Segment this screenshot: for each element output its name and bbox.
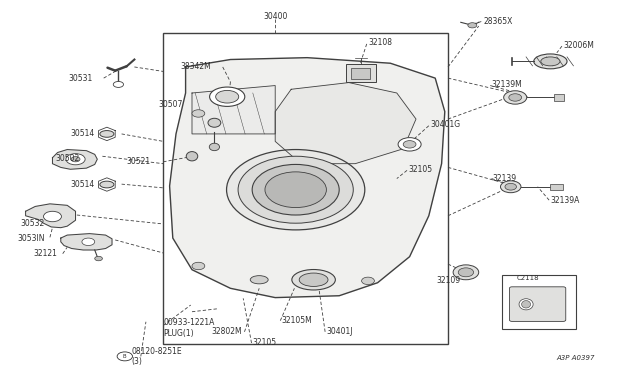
- Text: 32139M: 32139M: [492, 80, 522, 89]
- Circle shape: [227, 150, 365, 230]
- Text: C2118: C2118: [516, 275, 540, 281]
- Text: 30532: 30532: [20, 219, 45, 228]
- Polygon shape: [52, 150, 97, 169]
- FancyBboxPatch shape: [509, 287, 566, 321]
- Text: A3P A0397: A3P A0397: [557, 355, 595, 361]
- Ellipse shape: [216, 90, 239, 103]
- Circle shape: [82, 238, 95, 246]
- Polygon shape: [192, 86, 275, 134]
- Bar: [163, 33, 448, 344]
- Circle shape: [403, 141, 416, 148]
- Ellipse shape: [208, 118, 221, 127]
- Polygon shape: [170, 58, 445, 298]
- Bar: [346, 64, 376, 82]
- Circle shape: [265, 172, 326, 208]
- Text: 32105: 32105: [253, 339, 277, 347]
- Text: 30514: 30514: [70, 129, 95, 138]
- Polygon shape: [26, 204, 76, 228]
- Ellipse shape: [300, 273, 328, 286]
- Text: 30531: 30531: [68, 74, 93, 83]
- Ellipse shape: [186, 152, 198, 161]
- Text: 32109: 32109: [436, 276, 461, 285]
- Text: 32139: 32139: [493, 174, 517, 183]
- Text: 28365X: 28365X: [483, 17, 513, 26]
- Bar: [554, 94, 564, 101]
- Circle shape: [192, 262, 205, 270]
- Ellipse shape: [534, 54, 567, 69]
- Text: 32006M: 32006M: [563, 41, 594, 50]
- Circle shape: [505, 183, 516, 190]
- Circle shape: [509, 94, 522, 101]
- Text: 32108: 32108: [368, 38, 392, 47]
- Circle shape: [192, 110, 205, 117]
- Circle shape: [44, 211, 61, 222]
- Text: 3053IN: 3053IN: [17, 234, 45, 243]
- Text: 38342M: 38342M: [180, 62, 211, 71]
- Text: 30514: 30514: [70, 180, 95, 189]
- Text: 00933-1221A
PLUG(1): 00933-1221A PLUG(1): [163, 318, 214, 338]
- Ellipse shape: [100, 181, 114, 188]
- Text: B: B: [123, 354, 127, 359]
- Text: 30521: 30521: [126, 157, 150, 166]
- Ellipse shape: [250, 276, 268, 284]
- Text: 32105M: 32105M: [282, 316, 312, 325]
- Text: 30400: 30400: [263, 12, 287, 21]
- Circle shape: [71, 157, 80, 162]
- Text: 32121: 32121: [34, 249, 58, 258]
- Circle shape: [504, 91, 527, 104]
- Ellipse shape: [522, 301, 531, 308]
- Circle shape: [238, 156, 353, 223]
- Bar: [351, 68, 370, 79]
- Ellipse shape: [100, 131, 114, 137]
- Text: 30401J: 30401J: [326, 327, 353, 336]
- Ellipse shape: [519, 299, 533, 310]
- Circle shape: [252, 164, 339, 215]
- Text: 30502: 30502: [56, 154, 80, 163]
- Ellipse shape: [541, 57, 560, 66]
- Polygon shape: [275, 83, 416, 164]
- Bar: [550, 184, 563, 190]
- Circle shape: [468, 23, 477, 28]
- Circle shape: [453, 265, 479, 280]
- Circle shape: [398, 138, 421, 151]
- Text: 32139A: 32139A: [550, 196, 580, 205]
- Bar: [502, 275, 576, 329]
- Text: 30507: 30507: [158, 100, 182, 109]
- Ellipse shape: [209, 143, 220, 151]
- Circle shape: [66, 154, 85, 165]
- Circle shape: [113, 81, 124, 87]
- Ellipse shape: [210, 87, 244, 106]
- Text: 08120-8251E
(3): 08120-8251E (3): [131, 347, 182, 366]
- Text: 32105: 32105: [408, 165, 433, 174]
- Text: 30401G: 30401G: [430, 120, 460, 129]
- Polygon shape: [61, 234, 112, 250]
- Circle shape: [458, 268, 474, 277]
- Circle shape: [500, 181, 521, 193]
- Circle shape: [362, 277, 374, 285]
- Circle shape: [95, 256, 102, 261]
- Text: 32802M: 32802M: [211, 327, 242, 336]
- Ellipse shape: [292, 269, 335, 290]
